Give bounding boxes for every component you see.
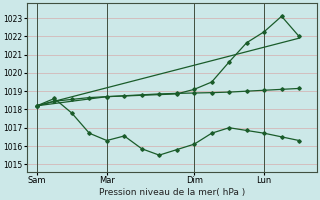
X-axis label: Pression niveau de la mer( hPa ): Pression niveau de la mer( hPa ) (99, 188, 245, 197)
